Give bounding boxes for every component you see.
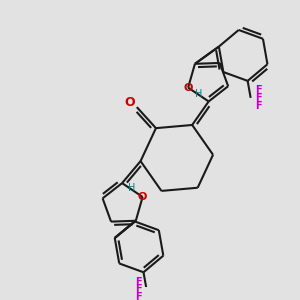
Text: H: H bbox=[195, 89, 203, 99]
Text: F: F bbox=[136, 292, 142, 300]
Text: O: O bbox=[138, 192, 147, 202]
Text: O: O bbox=[125, 96, 135, 109]
Text: F: F bbox=[255, 100, 262, 110]
Text: H: H bbox=[128, 183, 135, 193]
Text: F: F bbox=[255, 85, 262, 95]
Text: O: O bbox=[183, 82, 193, 93]
Text: F: F bbox=[255, 93, 262, 103]
Text: F: F bbox=[136, 284, 142, 294]
Text: F: F bbox=[136, 277, 142, 286]
